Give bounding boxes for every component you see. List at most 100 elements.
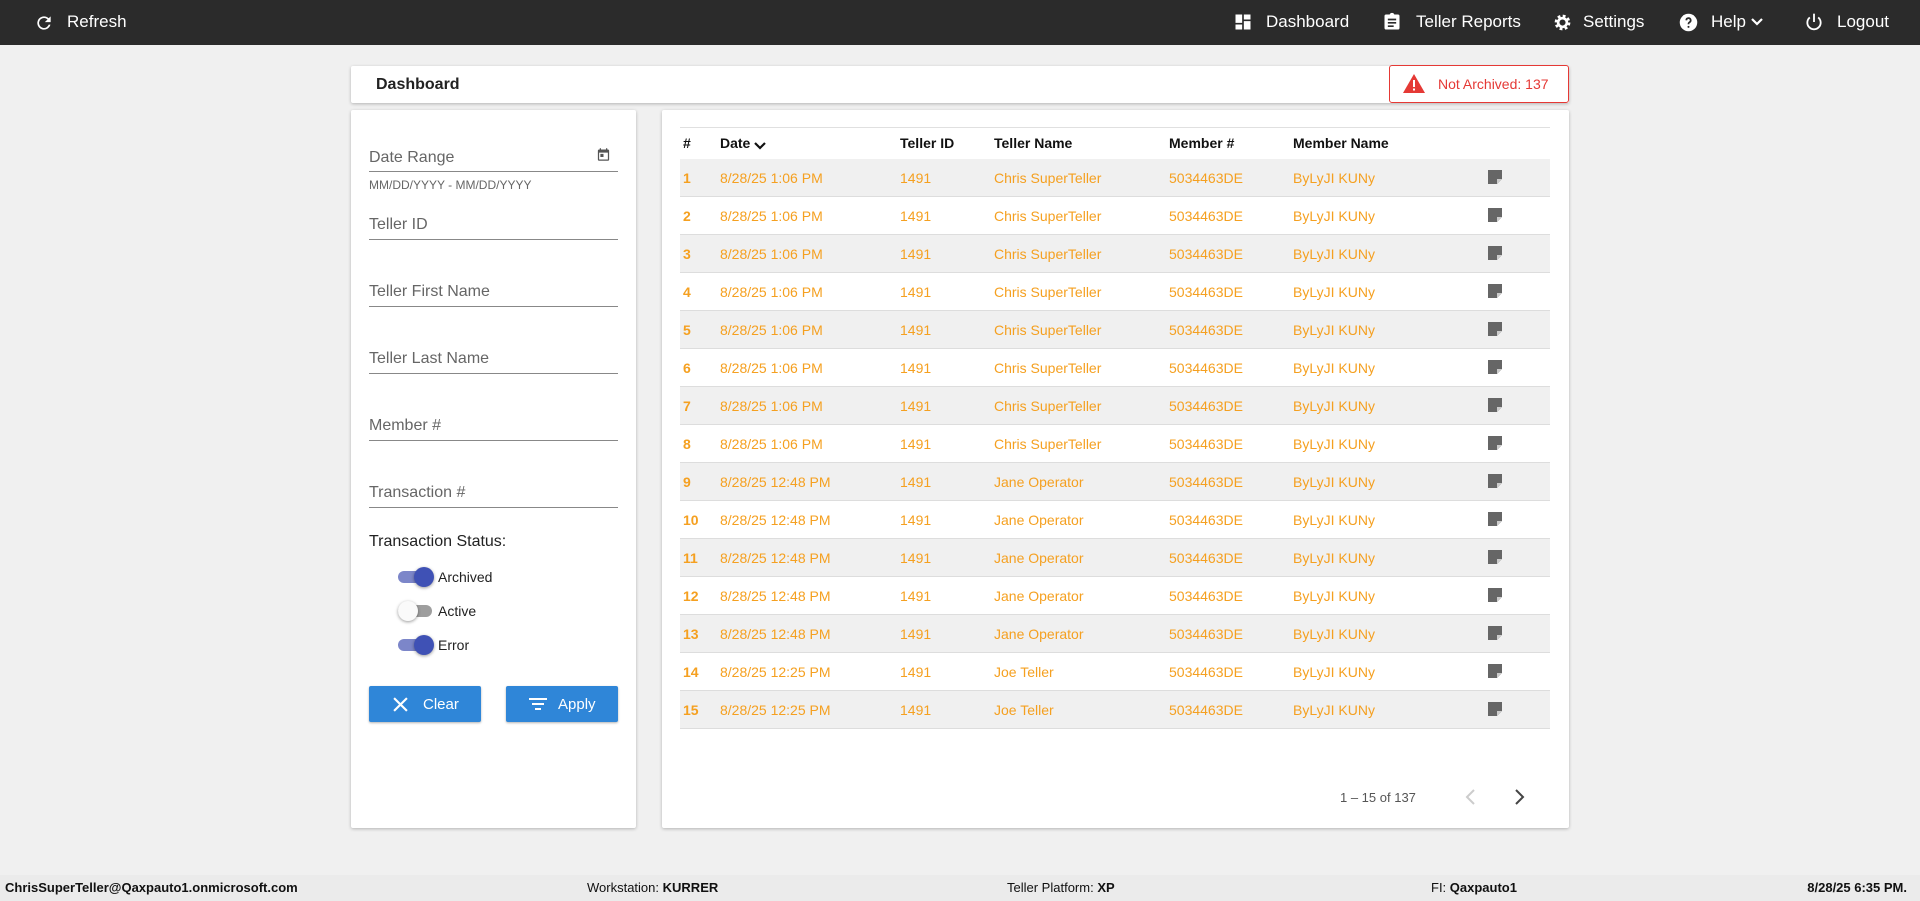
- toggle-thumb[interactable]: [414, 635, 434, 655]
- table-cell: 5034463DE: [1169, 208, 1243, 224]
- top-bar: Refresh Dashboard Teller Reports Setting…: [0, 0, 1920, 45]
- footer-item: Workstation: KURRER: [587, 880, 718, 895]
- table-row[interactable]: [680, 653, 1550, 691]
- table-cell: ByLyJI KUNy: [1293, 208, 1375, 224]
- table-row[interactable]: [680, 501, 1550, 539]
- filter-field-label[interactable]: Transaction #: [369, 484, 466, 501]
- table-cell: 8: [683, 436, 691, 452]
- alert-icon: [1403, 74, 1425, 93]
- filter-field-label[interactable]: Teller Last Name: [369, 350, 490, 367]
- filter-underline: [369, 306, 618, 307]
- table-row[interactable]: [680, 463, 1550, 501]
- footer-label: Teller Platform:: [1007, 880, 1094, 895]
- table-cell: 5034463DE: [1169, 170, 1243, 186]
- nav-teller-reports[interactable]: Teller Reports: [1416, 12, 1521, 31]
- table-cell: 9: [683, 474, 691, 490]
- table-row[interactable]: [680, 615, 1550, 653]
- column-header: Teller Name: [994, 135, 1073, 151]
- note-icon[interactable]: [1487, 169, 1503, 185]
- note-icon[interactable]: [1487, 549, 1503, 565]
- filter-field-label[interactable]: Teller First Name: [369, 283, 490, 300]
- table-cell: Joe Teller: [994, 664, 1054, 680]
- header-card: Dashboard: [351, 66, 1569, 103]
- reports-icon: [1384, 12, 1400, 30]
- table-row[interactable]: [680, 691, 1550, 729]
- table-cell: 14: [683, 664, 699, 680]
- table-row[interactable]: [680, 425, 1550, 463]
- table-cell: 5034463DE: [1169, 284, 1243, 300]
- clear-text: Clear: [423, 696, 459, 713]
- table-row[interactable]: [680, 197, 1550, 235]
- table-cell: Jane Operator: [994, 550, 1084, 566]
- note-icon[interactable]: [1487, 625, 1503, 641]
- nav-help[interactable]: Help: [1711, 12, 1746, 31]
- table-cell: Jane Operator: [994, 626, 1084, 642]
- footer-item: 8/28/25 6:35 PM.: [1807, 880, 1907, 895]
- table-cell: 1491: [900, 550, 932, 566]
- table-cell: 1491: [900, 588, 932, 604]
- table-cell: 1491: [900, 208, 932, 224]
- note-icon[interactable]: [1487, 359, 1503, 375]
- toggle-thumb[interactable]: [414, 567, 434, 587]
- table-cell: Joe Teller: [994, 702, 1054, 718]
- table-row[interactable]: [680, 273, 1550, 311]
- note-icon[interactable]: [1487, 701, 1503, 717]
- note-icon[interactable]: [1487, 435, 1503, 451]
- table-cell: 5: [683, 322, 691, 338]
- table-cell: 5034463DE: [1169, 322, 1243, 338]
- note-icon[interactable]: [1487, 473, 1503, 489]
- help-icon: [1679, 13, 1698, 32]
- alert-box[interactable]: Not Archived: 137: [1389, 65, 1569, 103]
- footer-value: 8/28/25 6:35 PM.: [1807, 880, 1907, 895]
- next-page[interactable]: [1512, 788, 1526, 806]
- refresh-button[interactable]: Refresh: [67, 12, 127, 31]
- table-cell: ByLyJI KUNy: [1293, 588, 1375, 604]
- table-cell: 5034463DE: [1169, 626, 1243, 642]
- table-row[interactable]: [680, 311, 1550, 349]
- column-header: Member Name: [1293, 135, 1389, 151]
- table-cell: Chris SuperTeller: [994, 208, 1102, 224]
- table-cell: 8/28/25 1:06 PM: [720, 170, 823, 186]
- filter-underline: [369, 239, 618, 240]
- calendar-icon[interactable]: [596, 147, 611, 162]
- note-icon[interactable]: [1487, 397, 1503, 413]
- prev-page[interactable]: [1464, 788, 1478, 806]
- column-header[interactable]: Date: [720, 135, 751, 151]
- table-cell: 8/28/25 12:25 PM: [720, 702, 831, 718]
- date-hint: MM/DD/YYYY - MM/DD/YYYY: [369, 178, 532, 192]
- note-icon[interactable]: [1487, 283, 1503, 299]
- table-cell: 5034463DE: [1169, 246, 1243, 262]
- note-icon[interactable]: [1487, 321, 1503, 337]
- table-cell: 1491: [900, 398, 932, 414]
- table-cell: 8/28/25 1:06 PM: [720, 246, 823, 262]
- table-cell: 8/28/25 12:48 PM: [720, 588, 831, 604]
- table-row[interactable]: [680, 539, 1550, 577]
- note-icon[interactable]: [1487, 663, 1503, 679]
- table-cell: Chris SuperTeller: [994, 436, 1102, 452]
- table-cell: 8/28/25 1:06 PM: [720, 208, 823, 224]
- toggle-label: Error: [438, 637, 470, 653]
- table-row[interactable]: [680, 349, 1550, 387]
- note-icon[interactable]: [1487, 511, 1503, 527]
- table-row[interactable]: [680, 387, 1550, 425]
- note-icon[interactable]: [1487, 587, 1503, 603]
- table-row[interactable]: [680, 577, 1550, 615]
- nav-dashboard[interactable]: Dashboard: [1266, 12, 1350, 31]
- table-cell: ByLyJI KUNy: [1293, 322, 1375, 338]
- footer-label: FI:: [1431, 880, 1447, 895]
- toggle-thumb[interactable]: [398, 601, 418, 621]
- table-row[interactable]: [680, 235, 1550, 273]
- apply-text: Apply: [558, 696, 596, 713]
- table-cell: ByLyJI KUNy: [1293, 474, 1375, 490]
- table-cell: 5034463DE: [1169, 550, 1243, 566]
- apply-button[interactable]: Apply: [506, 686, 618, 722]
- nav-logout[interactable]: Logout: [1837, 12, 1889, 31]
- filter-field-label[interactable]: Member #: [369, 417, 442, 434]
- filter-field-label[interactable]: Teller ID: [369, 216, 428, 233]
- table-cell: 1491: [900, 474, 932, 490]
- nav-settings[interactable]: Settings: [1583, 12, 1645, 31]
- clear-button[interactable]: Clear: [369, 686, 481, 722]
- note-icon[interactable]: [1487, 245, 1503, 261]
- note-icon[interactable]: [1487, 207, 1503, 223]
- table-row[interactable]: [680, 159, 1550, 197]
